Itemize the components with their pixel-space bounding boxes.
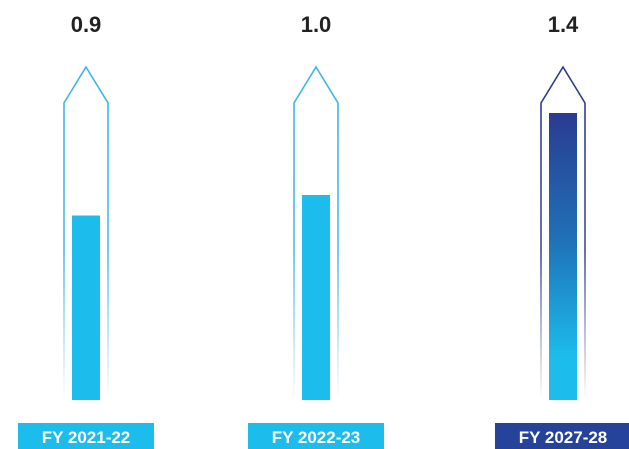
- category-labels: FY 2021-22 FY 2022-23 FY 2027-28: [18, 423, 629, 449]
- bar-2: [302, 195, 330, 400]
- value-label-2: 1.0: [301, 12, 332, 37]
- category-label-2: FY 2022-23: [272, 428, 361, 447]
- category-label-box-1: [18, 423, 154, 449]
- bar-3: [549, 113, 577, 400]
- value-labels: 0.9 1.0 1.4: [71, 12, 579, 37]
- value-label-3: 1.4: [548, 12, 579, 37]
- bar-outlines: [63, 65, 586, 400]
- bars: [72, 113, 577, 400]
- category-label-box-2: [248, 423, 384, 449]
- bar-1: [72, 215, 100, 400]
- bar-outline-2: [293, 65, 339, 400]
- category-label-3: FY 2027-28: [519, 428, 608, 447]
- category-label-1: FY 2021-22: [42, 428, 131, 447]
- bar-outline-3: [540, 65, 586, 400]
- category-label-box-3: [495, 423, 629, 449]
- value-label-1: 0.9: [71, 12, 102, 37]
- bar-outline-1: [63, 65, 109, 400]
